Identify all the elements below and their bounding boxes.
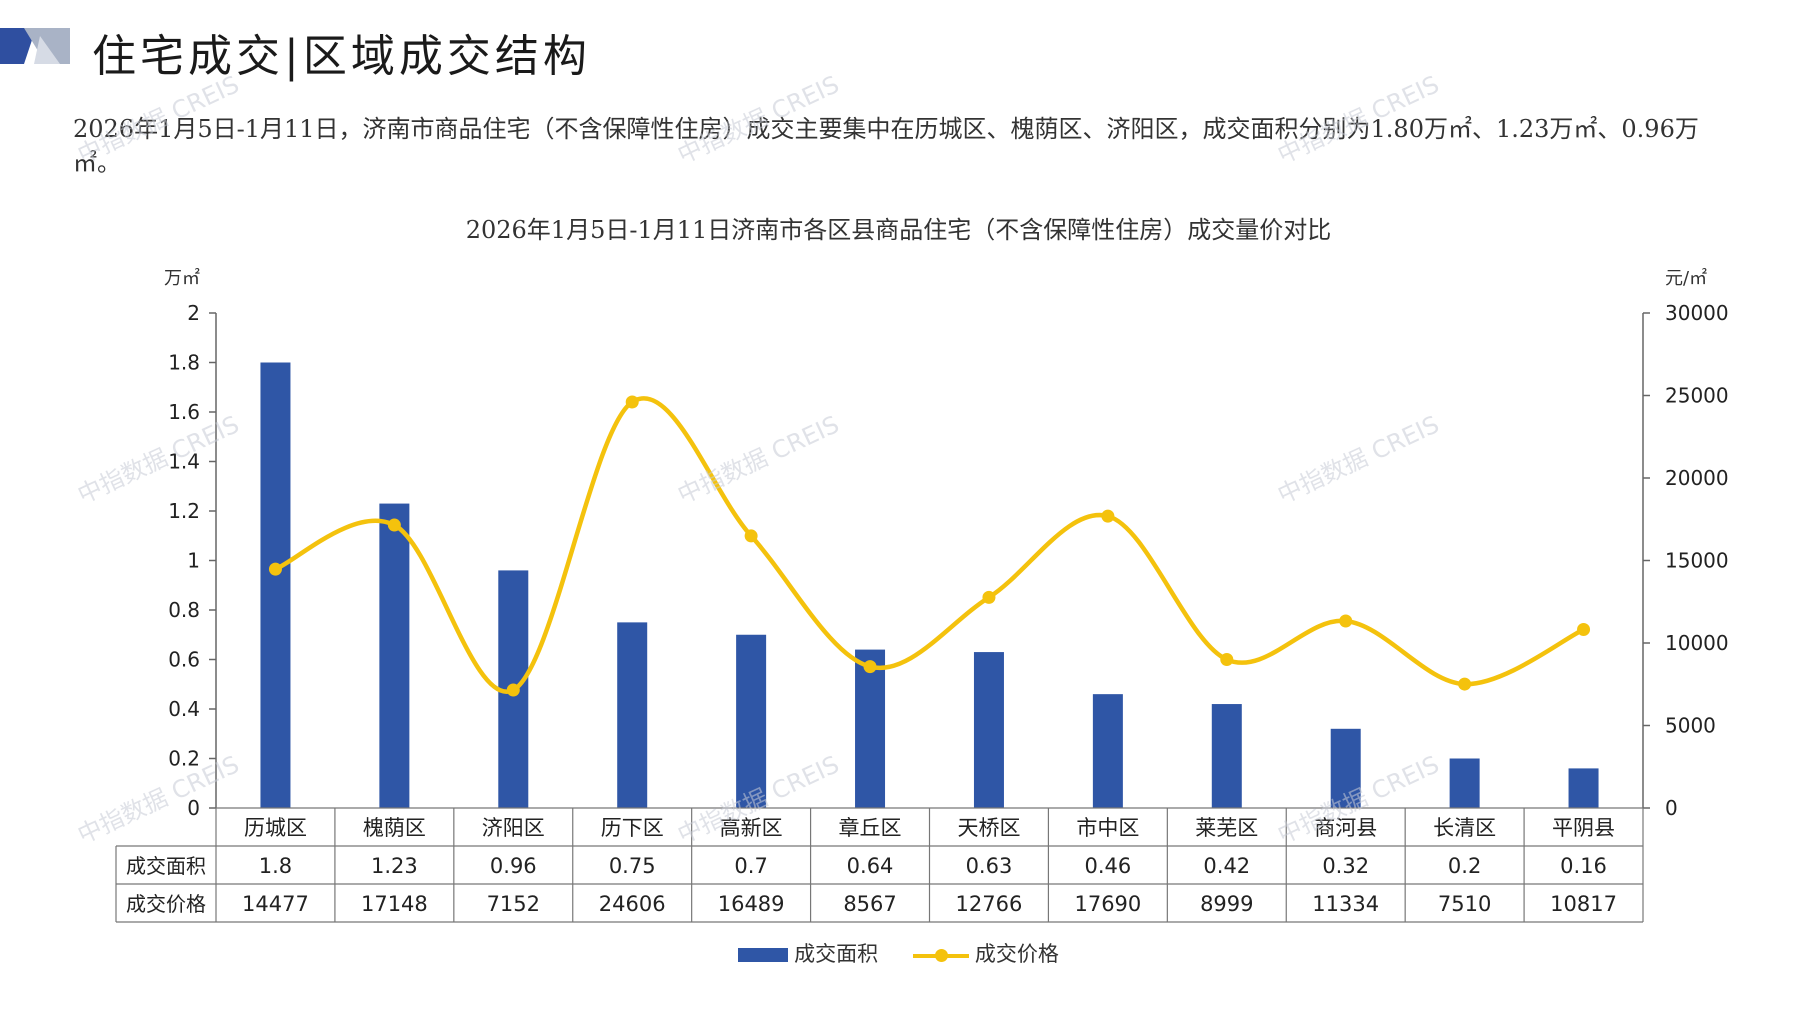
y-tick-label-right: 10000 <box>1665 631 1729 655</box>
table-row-header: 成交价格 <box>126 892 206 916</box>
table-cell-area: 1.8 <box>259 854 292 878</box>
table-cell-area: 0.32 <box>1322 854 1369 878</box>
header: 住宅成交|区域成交结构 <box>0 0 1797 100</box>
y-tick-label-left: 1.8 <box>168 351 200 375</box>
bar <box>855 649 886 808</box>
legend-label-price: 成交价格 <box>974 942 1059 966</box>
legend-item-area: 成交面积 <box>738 938 878 968</box>
y-tick-label-left: 0.2 <box>168 747 200 771</box>
chart-title: 2026年1月5日-1月11日济南市各区县商品住宅（不含保障性住房）成交量价对比 <box>465 216 1332 244</box>
table-cell-area: 1.23 <box>371 854 418 878</box>
bar <box>379 503 410 808</box>
price-point <box>1458 677 1472 691</box>
price-point <box>982 590 996 604</box>
table-row-header: 成交面积 <box>126 854 206 878</box>
legend: 成交面积 成交价格 <box>0 938 1797 968</box>
bar <box>736 634 767 808</box>
right-axis-unit: 元/㎡ <box>1665 268 1708 289</box>
table-cell-price: 11334 <box>1312 892 1379 916</box>
table-cell-price: 12766 <box>956 892 1023 916</box>
table-cell-area: 0.7 <box>734 854 767 878</box>
y-tick-label-right: 25000 <box>1665 384 1729 408</box>
y-tick-label-right: 15000 <box>1665 549 1729 573</box>
x-category-label: 历城区 <box>244 816 307 840</box>
legend-label-area: 成交面积 <box>794 942 879 966</box>
legend-bar-swatch <box>738 948 789 962</box>
y-tick-label-left: 2 <box>187 301 200 325</box>
y-tick-label-left: 0 <box>187 796 200 820</box>
x-category-label: 高新区 <box>720 816 783 840</box>
price-point <box>1339 614 1353 628</box>
table-cell-area: 0.46 <box>1084 854 1131 878</box>
x-category-label: 历下区 <box>601 816 664 840</box>
chart-canvas: 0 0.2 0.4 0.6 0.8 1 1.2 1.4 1.6 1.8 2 0 5000 10000 150… <box>115 301 1729 923</box>
bar <box>617 622 648 808</box>
table-cell-price: 14477 <box>242 892 309 916</box>
table-cell-area: 0.75 <box>609 854 656 878</box>
bar <box>973 652 1004 808</box>
x-category-label: 济阳区 <box>482 816 545 840</box>
y-tick-label-left: 0.6 <box>168 648 200 672</box>
table-cell-area: 0.96 <box>490 854 537 878</box>
table-cell-price: 8999 <box>1200 892 1253 916</box>
table-cell-price: 24606 <box>599 892 666 916</box>
y-tick-label-left: 1 <box>187 549 200 573</box>
table-cell-price: 8567 <box>843 892 896 916</box>
price-point <box>1577 623 1591 637</box>
left-axis-unit: 万㎡ <box>164 268 200 289</box>
price-point <box>1220 653 1234 667</box>
price-point <box>506 683 520 697</box>
price-point <box>268 562 282 576</box>
legend-line-swatch <box>912 945 969 965</box>
table-cell-price: 17148 <box>361 892 428 916</box>
price-point <box>863 660 877 674</box>
x-category-label: 长清区 <box>1433 816 1496 840</box>
y-tick-label-left: 1.4 <box>168 450 200 474</box>
table-cell-price: 10817 <box>1550 892 1617 916</box>
x-category-label: 槐荫区 <box>363 816 426 840</box>
bar <box>260 362 291 808</box>
bar <box>1092 694 1123 808</box>
table-cell-area: 0.64 <box>847 854 894 878</box>
x-category-label: 商河县 <box>1314 816 1377 840</box>
table-cell-price: 17690 <box>1074 892 1141 916</box>
y-tick-label-right: 0 <box>1665 796 1678 820</box>
page-title: 住宅成交|区域成交结构 <box>92 31 591 82</box>
y-tick-label-left: 1.6 <box>168 400 200 424</box>
bar <box>1330 728 1361 808</box>
bar <box>1568 768 1599 808</box>
x-category-label: 章丘区 <box>839 816 902 840</box>
bar <box>1449 758 1480 808</box>
x-category-label: 莱芜区 <box>1195 816 1258 840</box>
price-point <box>1101 509 1115 523</box>
price-point <box>744 529 758 543</box>
x-category-label: 平阴县 <box>1552 816 1615 840</box>
y-tick-label-left: 0.8 <box>168 598 200 622</box>
price-line <box>274 396 1585 694</box>
description-text: 2026年1月5日-1月11日，济南市商品住宅（不含保障性住房）成交主要集中在历… <box>73 115 1699 177</box>
table-cell-area: 0.63 <box>966 854 1013 878</box>
legend-item-price: 成交价格 <box>912 938 1059 968</box>
table-cell-area: 0.16 <box>1560 854 1607 878</box>
table-cell-price: 7510 <box>1438 892 1491 916</box>
y-tick-label-right: 20000 <box>1665 466 1729 490</box>
table-cell-area: 0.42 <box>1203 854 1250 878</box>
y-tick-label-right: 30000 <box>1665 301 1729 325</box>
y-tick-label-right: 5000 <box>1665 714 1716 738</box>
x-category-label: 天桥区 <box>957 816 1020 840</box>
table-cell-area: 0.2 <box>1448 854 1481 878</box>
bar <box>1211 704 1242 808</box>
logo-icon <box>0 28 70 64</box>
price-point <box>387 518 401 532</box>
y-tick-label-left: 1.2 <box>168 499 200 523</box>
table-cell-price: 16489 <box>718 892 785 916</box>
table-cell-price: 7152 <box>487 892 540 916</box>
price-point <box>625 395 639 409</box>
x-category-label: 市中区 <box>1076 816 1139 840</box>
y-tick-label-left: 0.4 <box>168 697 200 721</box>
